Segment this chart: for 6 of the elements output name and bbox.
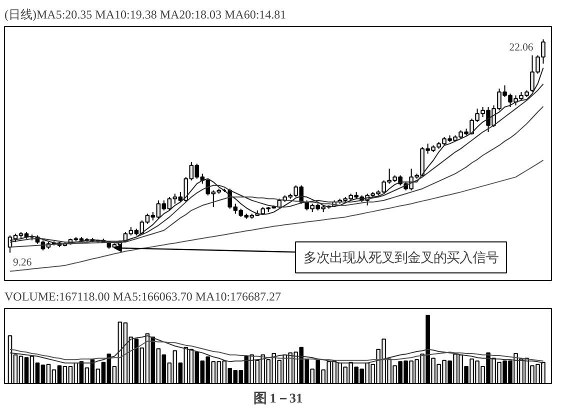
annotation: 22.06	[509, 42, 534, 54]
annotation: 多次出现从死叉到金叉的买入信号	[304, 250, 499, 265]
chart-title: (日线)MA5:20.35 MA10:19.38 MA20:18.03 MA60:14.81	[4, 8, 286, 22]
text: 9.26	[12, 258, 32, 269]
chart-title: VOLUME:167118.00 MA5:166063.70 MA10:176687.27	[4, 290, 282, 304]
caption: 图 1－31	[253, 390, 303, 406]
